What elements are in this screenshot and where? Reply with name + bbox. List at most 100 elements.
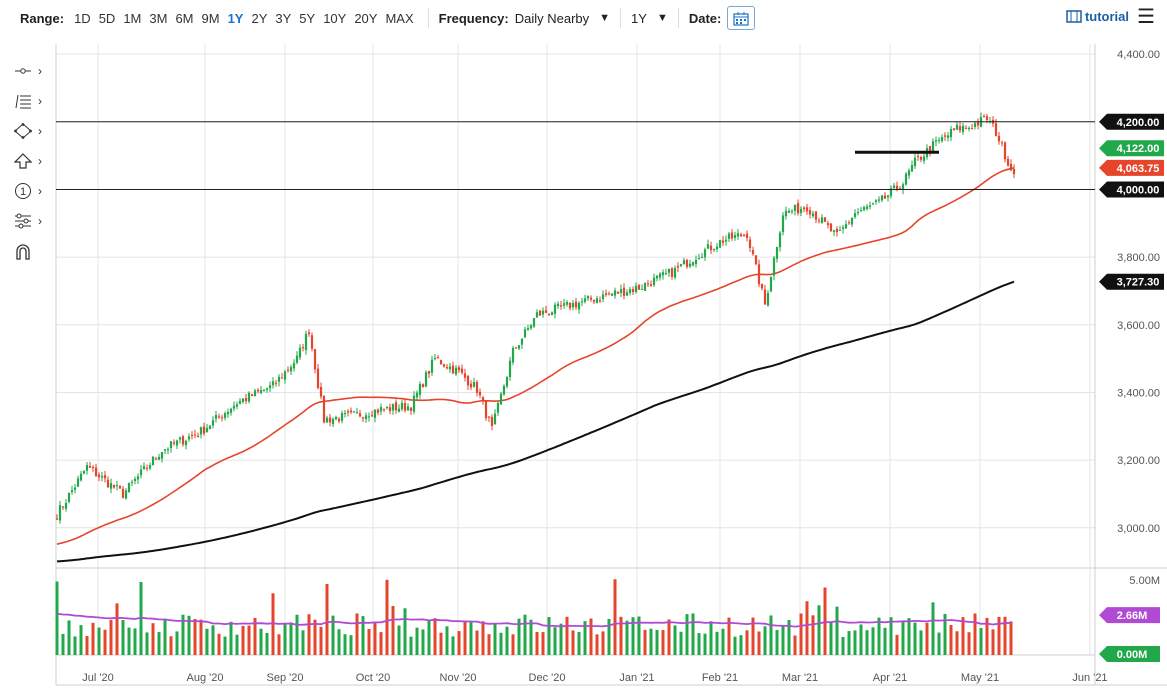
range-button-5y[interactable]: 5Y <box>299 10 316 26</box>
range-button-max[interactable]: MAX <box>385 10 414 26</box>
candle-body <box>475 382 479 393</box>
volume-bar <box>589 618 593 655</box>
volume-bar <box>355 613 359 655</box>
candle-body <box>373 409 377 418</box>
candle-body <box>418 383 422 395</box>
x-tick-label: Nov '20 <box>440 672 477 684</box>
candle-body <box>193 434 197 436</box>
candle-body <box>415 392 419 398</box>
candle-body <box>274 382 278 384</box>
candle-body <box>160 452 164 459</box>
candle-body <box>721 240 725 243</box>
candle-body <box>445 367 449 369</box>
volume-bar <box>931 602 935 655</box>
volume-bar <box>925 622 929 655</box>
volume-bar <box>733 636 737 655</box>
annotation-tool-button[interactable]: 1 › <box>14 176 52 206</box>
candle-body <box>181 436 185 445</box>
magnet-icon <box>16 244 30 260</box>
range-button-1y[interactable]: 1Y <box>227 10 244 26</box>
candle-body <box>232 405 236 409</box>
candle-body <box>319 386 323 397</box>
candle-body <box>145 467 149 469</box>
candle-body <box>439 360 443 365</box>
volume-bar <box>97 627 101 655</box>
candle-body <box>922 156 926 161</box>
volume-bar <box>427 619 431 655</box>
tutorial-button[interactable]: tutorial <box>1066 9 1129 24</box>
candle-body <box>616 291 620 294</box>
candle-body <box>163 449 167 451</box>
candle-body <box>1006 158 1010 166</box>
candle-body <box>850 218 854 225</box>
candle-body <box>808 210 812 215</box>
candle-body <box>295 355 299 363</box>
volume-bar <box>475 630 479 655</box>
candle-body <box>670 268 674 277</box>
chevron-right-icon: › <box>38 214 42 228</box>
candle-body <box>646 283 650 285</box>
candle-body <box>907 170 911 176</box>
candle-body <box>91 466 95 469</box>
volume-bar <box>541 632 545 655</box>
candle-body <box>364 415 368 420</box>
candle-body <box>400 403 404 410</box>
period-dropdown[interactable]: 1Y ▼ <box>631 11 668 26</box>
range-button-3m[interactable]: 3M <box>149 10 168 26</box>
candle-body <box>394 402 398 411</box>
range-button-9m[interactable]: 9M <box>201 10 220 26</box>
candle-body <box>733 235 737 238</box>
candle-body <box>892 185 896 189</box>
volume-bar <box>775 629 779 655</box>
settings-tool-button[interactable]: › <box>14 206 52 236</box>
volume-bar <box>577 632 581 655</box>
volume-bar <box>121 619 125 655</box>
volume-bar <box>79 625 83 655</box>
range-button-3y[interactable]: 3Y <box>275 10 292 26</box>
volume-bar <box>949 625 953 655</box>
range-button-1m[interactable]: 1M <box>123 10 142 26</box>
price-badge-shape <box>1099 273 1164 290</box>
candle-body <box>886 195 890 198</box>
candle-body <box>550 312 554 316</box>
magnet-tool-button[interactable] <box>14 236 52 266</box>
volume-bar <box>967 632 971 655</box>
candle-body <box>76 478 80 487</box>
y-tick-label: 4,400.00 <box>1117 49 1160 61</box>
candle-body <box>718 240 722 248</box>
candle-body <box>115 485 119 487</box>
candle-body <box>976 121 980 126</box>
candle-body <box>379 406 383 412</box>
candle-body <box>766 293 770 306</box>
shapes-tool-button[interactable]: › <box>14 116 52 146</box>
range-button-1d[interactable]: 1D <box>74 10 91 26</box>
candle-body <box>217 416 221 418</box>
candle-body <box>913 157 917 167</box>
range-button-20y[interactable]: 20Y <box>354 10 378 26</box>
range-button-6m[interactable]: 6M <box>175 10 194 26</box>
menu-button[interactable]: ☰ <box>1137 7 1155 27</box>
volume-bar <box>751 617 755 655</box>
candle-body <box>580 301 584 303</box>
candle-body <box>613 290 617 296</box>
arrow-tool-button[interactable]: › <box>14 146 52 176</box>
range-button-5d[interactable]: 5D <box>98 10 116 26</box>
candle-body <box>403 403 407 411</box>
candle-body <box>73 487 77 490</box>
candle-body <box>898 188 902 190</box>
fibonacci-tool-button[interactable]: › <box>14 86 52 116</box>
frequency-dropdown[interactable]: Daily Nearby ▼ <box>515 11 610 26</box>
volume-bar <box>85 636 89 655</box>
candle-body <box>487 416 491 418</box>
candle-body <box>841 227 845 229</box>
candle-body <box>985 116 989 121</box>
range-button-10y[interactable]: 10Y <box>323 10 347 26</box>
range-button-2y[interactable]: 2Y <box>251 10 268 26</box>
candle-body <box>355 412 359 414</box>
period-value: 1Y <box>631 10 647 26</box>
candle-body <box>109 483 113 489</box>
price-badge: 4,200.00 <box>1099 113 1164 130</box>
calendar-button[interactable] <box>727 6 756 30</box>
line-tool-button[interactable]: › <box>14 56 52 86</box>
